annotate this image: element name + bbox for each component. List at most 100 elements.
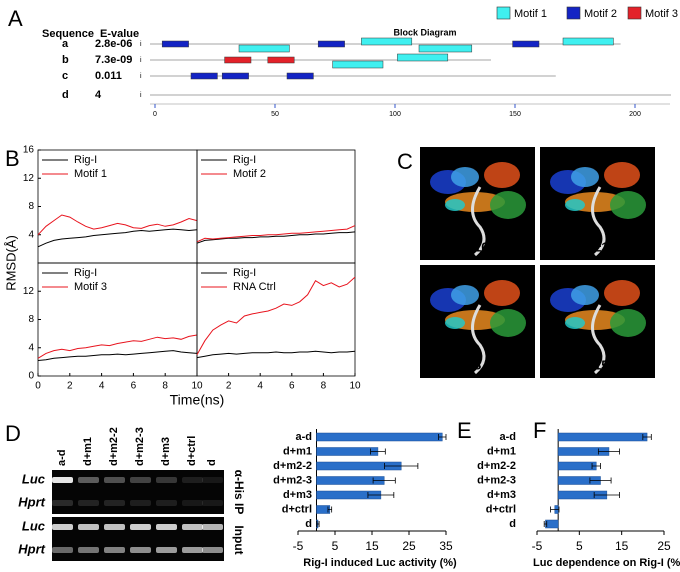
plot-frame — [37, 262, 198, 377]
band — [202, 524, 223, 530]
error-bar — [550, 506, 560, 513]
band — [130, 500, 151, 506]
legend-label: Motif 1 — [514, 8, 547, 20]
panel-label: F — [533, 418, 546, 443]
panel-label: C — [397, 149, 413, 174]
motif-block — [512, 40, 540, 48]
band — [104, 477, 125, 483]
x-axis-label: Time(ns) — [170, 392, 225, 408]
y-tick-label: 16 — [23, 145, 35, 156]
legend-label: Motif 2 — [233, 168, 266, 180]
sequence-name: b — [62, 54, 69, 66]
category-label: a-d — [500, 431, 517, 443]
protein-domain — [451, 167, 479, 187]
band — [156, 477, 177, 483]
legend-swatch — [566, 6, 581, 20]
category-label: d+m1 — [283, 445, 312, 457]
x-tick-label: 2 — [226, 381, 232, 392]
category-label: d+m2-3 — [477, 474, 516, 486]
band — [52, 547, 73, 553]
x-tick-label: 15 — [615, 539, 629, 553]
binding-energy: -135.74±11.90 — [550, 239, 633, 254]
category-label: d+m2-2 — [273, 460, 312, 472]
panel-label: E — [457, 418, 472, 443]
tick-label: 200 — [629, 111, 641, 118]
x-tick-label: -5 — [293, 539, 304, 553]
binding-energy: -65.05±8.69 — [430, 357, 499, 372]
data-line — [196, 225, 356, 243]
error-bar — [438, 434, 447, 440]
y-axis-label: RMSD(Å) — [3, 235, 18, 291]
motif-block — [267, 56, 295, 64]
plot-frame — [196, 149, 356, 264]
legend-label: Rig-I — [74, 267, 97, 279]
band — [130, 524, 151, 530]
band — [52, 477, 73, 483]
structure-tile: Motif 1 -97.61±10.47 — [420, 147, 535, 260]
legend-label: Rig-I — [233, 154, 256, 166]
motif-block — [161, 40, 189, 48]
band — [130, 547, 151, 553]
error-bar — [597, 448, 620, 455]
x-tick-label: 25 — [657, 539, 671, 553]
rna-strand — [591, 186, 606, 257]
protein-domain — [490, 309, 526, 337]
error-bar — [543, 521, 548, 527]
protein-domain — [451, 285, 479, 305]
band — [78, 477, 99, 483]
panel-label: A — [8, 6, 23, 31]
x-tick-label: 5 — [332, 539, 339, 553]
sequence-name: d — [62, 89, 69, 101]
block-diagram-title: Block Diagram — [393, 27, 456, 37]
motif-block — [418, 44, 473, 53]
protein-domain — [484, 280, 520, 306]
category-label: d — [509, 518, 516, 530]
band — [156, 524, 177, 530]
row-label: Hprt — [18, 494, 45, 509]
panel-label: B — [5, 146, 20, 171]
panel-label: D — [5, 421, 21, 446]
protein-domain — [610, 309, 646, 337]
structure-title: RNA ctrl — [548, 270, 604, 286]
lane-label: d+m2-3 — [134, 427, 146, 466]
header: E-value — [100, 28, 139, 40]
protein-domain — [445, 317, 465, 329]
motif-block — [190, 72, 218, 80]
y-tick-label: 8 — [28, 201, 34, 212]
x-tick-label: 0 — [35, 381, 41, 392]
error-bar — [370, 448, 386, 455]
x-tick-label: 15 — [365, 539, 379, 553]
structure-tile: RNA ctrl -34.83±15.44 — [540, 265, 655, 378]
x-tick-label: 6 — [289, 381, 295, 392]
band — [78, 547, 99, 553]
e-value: 0.011 — [95, 70, 122, 82]
band — [104, 547, 125, 553]
error-bar — [372, 477, 396, 484]
tick-label: 100 — [389, 111, 401, 118]
category-label: d+m3 — [487, 489, 516, 501]
band — [202, 500, 223, 506]
error-bar — [367, 492, 395, 498]
binding-energy: -34.83±15.44 — [550, 357, 627, 372]
motif-block — [361, 37, 413, 46]
bar — [557, 432, 648, 442]
band — [130, 477, 151, 483]
error-bar — [384, 463, 419, 469]
protein-domain — [610, 191, 646, 219]
x-tick-label: 4 — [99, 381, 105, 392]
info-icon: i — [140, 73, 142, 80]
info-icon: i — [140, 57, 142, 64]
y-tick-label: 12 — [23, 286, 35, 297]
band — [182, 524, 203, 530]
error-bar — [327, 506, 333, 513]
sequence-name: c — [62, 70, 68, 82]
x-tick-label: -5 — [532, 539, 543, 553]
band — [182, 477, 203, 483]
structure-tile: Motif 3 -65.05±8.69 — [420, 265, 535, 378]
motif-block — [317, 40, 345, 48]
x-tick-label: 2 — [67, 381, 73, 392]
motif-block — [224, 56, 252, 64]
protein-domain — [565, 199, 585, 211]
group-label: Input — [232, 525, 246, 554]
rna-strand — [471, 304, 486, 375]
